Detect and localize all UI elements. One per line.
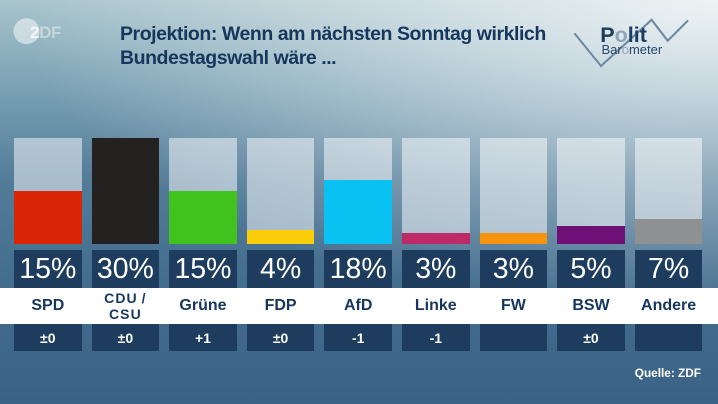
svg-text:Polit: Polit [600,23,647,47]
svg-text:2DF: 2DF [30,23,61,42]
svg-text:Barometer: Barometer [602,42,663,57]
